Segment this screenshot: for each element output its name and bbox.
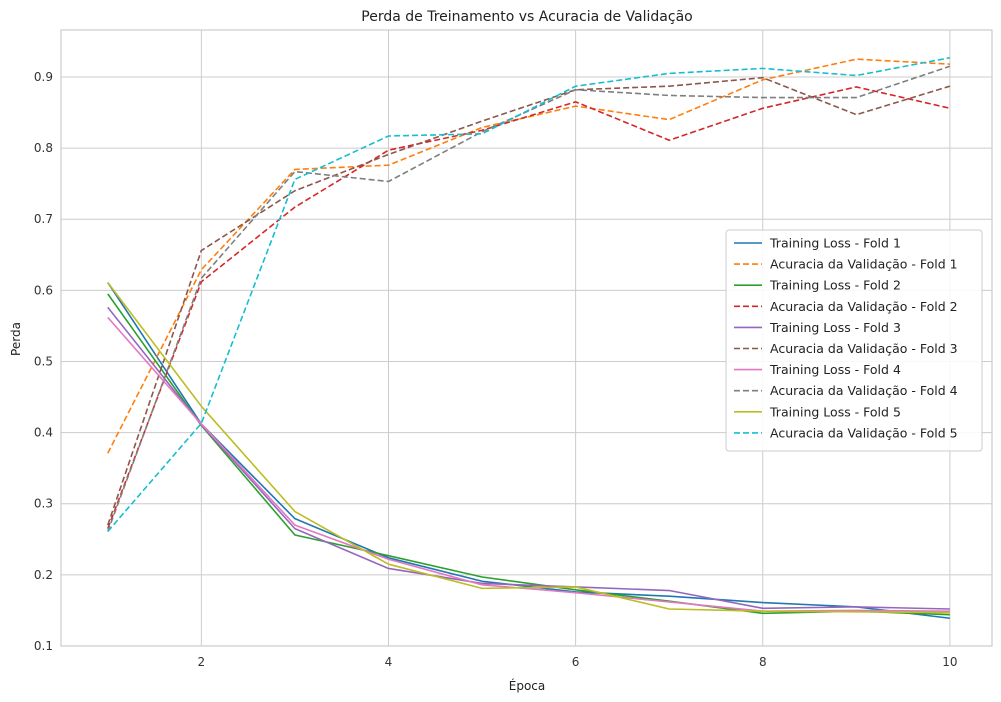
y-tick-label: 0.5 — [34, 354, 53, 368]
y-tick-label: 0.8 — [34, 141, 53, 155]
grid-lines — [61, 30, 992, 647]
legend: Training Loss - Fold 1 Acuracia da Valida… — [725, 229, 983, 452]
series-line-9 — [107, 282, 950, 614]
legend-box — [725, 229, 983, 452]
legend-label: Training Loss - Fold 5 — [769, 404, 901, 419]
legend-label: Training Loss - Fold 1 — [769, 236, 901, 251]
y-tick-label: 0.6 — [34, 283, 53, 297]
legend-label: Training Loss - Fold 4 — [769, 362, 901, 377]
y-tick-label: 0.3 — [34, 497, 53, 511]
tick-labels: 0.1 0.2 0.3 0.4 0.5 0.6 0.7 0.8 0.9 2 4 6 8 10 — [34, 70, 958, 669]
series-line-8 — [107, 65, 951, 532]
y-tick-label: 0.9 — [34, 70, 53, 84]
legend-label: Training Loss - Fold 2 — [769, 278, 901, 293]
y-tick-label: 0.7 — [34, 212, 53, 226]
series-line-2 — [107, 58, 950, 454]
series-line-5 — [107, 306, 950, 610]
legend-label: Acuracia da Validação - Fold 4 — [770, 383, 958, 398]
x-axis-title: Época — [509, 678, 546, 693]
plot-frame — [60, 29, 993, 647]
x-tick-label: 6 — [572, 655, 580, 669]
x-tick-label: 4 — [385, 655, 393, 669]
chart-title: Perda de Treinamento vs Acuracia de Vali… — [361, 9, 692, 25]
y-axis-title: Perda — [9, 322, 23, 356]
series-line-6 — [107, 76, 951, 526]
y-tick-label: 0.1 — [34, 639, 53, 653]
x-tick-label: 10 — [942, 655, 957, 669]
x-tick-label: 2 — [198, 655, 206, 669]
x-tick-label: 8 — [759, 655, 767, 669]
legend-label: Acuracia da Validação - Fold 1 — [770, 257, 958, 272]
legend-label: Acuracia da Validação - Fold 5 — [770, 425, 958, 440]
series-group — [107, 56, 951, 620]
legend-label: Training Loss - Fold 3 — [769, 320, 901, 335]
y-tick-label: 0.2 — [34, 568, 53, 582]
series-line-10 — [107, 56, 951, 533]
legend-label: Acuracia da Validação - Fold 2 — [770, 299, 958, 314]
y-tick-label: 0.4 — [34, 426, 53, 440]
series-line-1 — [107, 282, 950, 620]
legend-label: Acuracia da Validação - Fold 3 — [770, 341, 958, 356]
